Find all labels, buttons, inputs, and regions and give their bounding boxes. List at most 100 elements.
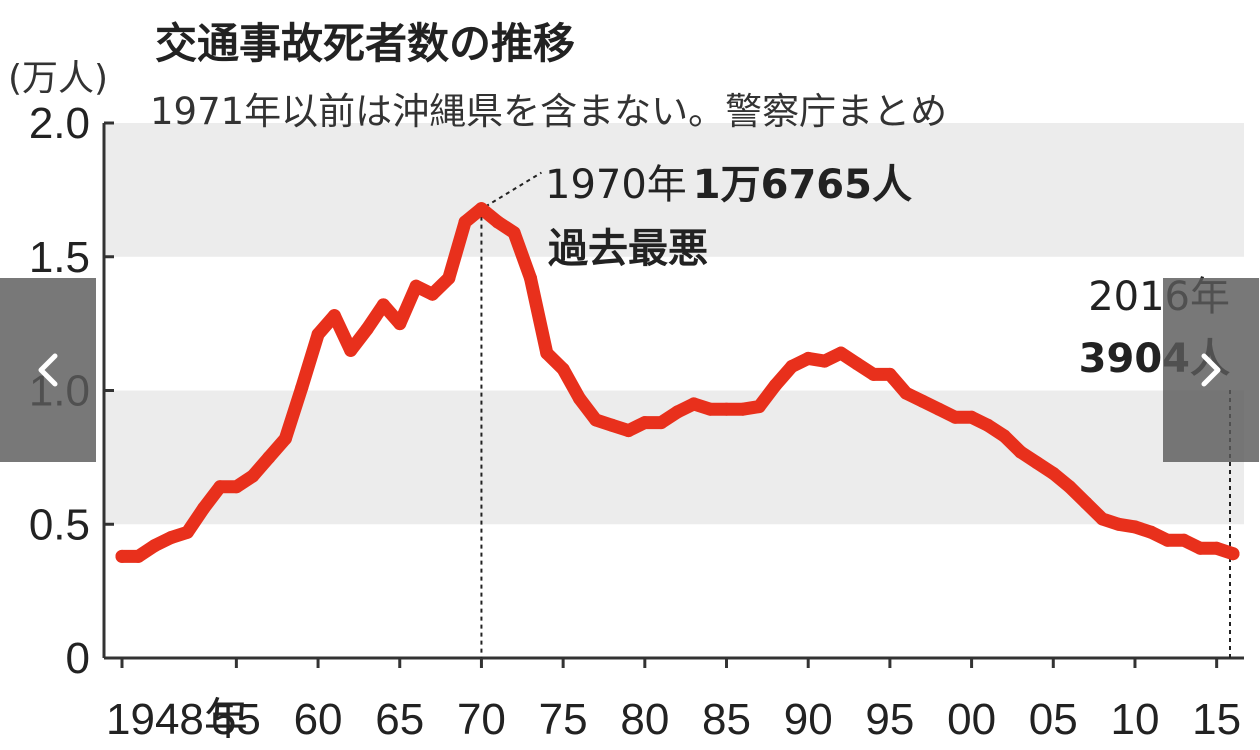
annotation-peak-year: 1970年 xyxy=(545,162,687,208)
data-point-1984 xyxy=(703,402,717,416)
data-point-1961 xyxy=(327,309,341,323)
data-point-1970 xyxy=(474,202,488,216)
data-point-1980 xyxy=(638,416,652,430)
data-point-1950 xyxy=(148,539,162,553)
x-tick-label: 15 xyxy=(1192,695,1241,744)
data-point-1979 xyxy=(622,424,635,438)
data-point-2002 xyxy=(997,429,1011,443)
data-point-1989 xyxy=(785,359,799,373)
data-point-1987 xyxy=(752,400,766,414)
data-point-2016 xyxy=(1226,547,1240,561)
peak-leader-line xyxy=(484,171,542,208)
data-point-1993 xyxy=(850,357,864,371)
data-point-1994 xyxy=(867,367,881,381)
data-point-2004 xyxy=(1030,456,1044,470)
data-point-2011 xyxy=(1144,525,1158,539)
y-axis-unit-label: (万人) xyxy=(8,58,108,99)
data-point-1977 xyxy=(589,413,603,427)
x-tick-label: 70 xyxy=(457,695,506,744)
data-point-1959 xyxy=(295,381,309,395)
data-point-2005 xyxy=(1046,466,1060,480)
prev-button[interactable] xyxy=(0,278,96,462)
data-point-2014 xyxy=(1193,541,1207,555)
annotation-peak-line1: 1970年 1万6765人 xyxy=(545,162,912,208)
y-tick-label: 2.0 xyxy=(29,99,90,148)
data-point-1953 xyxy=(197,501,211,515)
data-point-1954 xyxy=(213,480,227,494)
data-point-1981 xyxy=(654,416,668,430)
data-point-1949 xyxy=(131,549,145,563)
x-tick-label: 65 xyxy=(375,695,424,744)
x-tick-label: 1948年 xyxy=(106,695,248,744)
data-point-2007 xyxy=(1079,496,1093,510)
y-tick-label: 0 xyxy=(66,634,90,683)
annotation-peak-line2: 過去最悪 xyxy=(548,226,708,272)
x-tick-label: 90 xyxy=(784,695,833,744)
data-point-1969 xyxy=(458,215,472,229)
series-points xyxy=(115,202,1240,563)
data-point-1958 xyxy=(278,432,292,446)
x-tick-label: 75 xyxy=(539,695,588,744)
data-point-1986 xyxy=(736,402,750,416)
data-point-1963 xyxy=(360,322,374,336)
data-point-1973 xyxy=(524,271,537,285)
data-point-1978 xyxy=(605,418,619,432)
x-tick-label: 85 xyxy=(702,695,751,744)
next-button[interactable] xyxy=(1163,278,1259,462)
data-point-1967 xyxy=(425,287,439,301)
data-point-1966 xyxy=(409,279,423,293)
data-point-2000 xyxy=(965,410,979,424)
data-point-1985 xyxy=(720,402,733,416)
data-point-1988 xyxy=(769,378,782,392)
data-point-1975 xyxy=(556,362,570,376)
data-point-1964 xyxy=(376,298,390,312)
data-point-2008 xyxy=(1095,512,1109,526)
y-tick-label: 1.5 xyxy=(29,233,90,282)
data-point-1998 xyxy=(932,402,946,416)
data-point-1956 xyxy=(246,469,260,483)
data-point-1995 xyxy=(883,367,897,381)
x-tick-label: 60 xyxy=(294,695,343,744)
data-point-2010 xyxy=(1128,520,1142,534)
data-point-1965 xyxy=(393,317,407,331)
annotation-peak-value: 1万6765人 xyxy=(693,162,912,208)
x-tick-label: 95 xyxy=(865,695,914,744)
data-point-1948 xyxy=(115,549,129,563)
data-point-1983 xyxy=(687,397,701,411)
chart-subtitle: 1971年以前は沖縄県を含まない。警察庁まとめ xyxy=(150,90,947,133)
grid-band-2 xyxy=(104,123,1244,257)
data-point-2012 xyxy=(1161,533,1175,547)
data-point-1990 xyxy=(801,351,815,365)
data-point-1974 xyxy=(540,346,554,360)
data-point-1957 xyxy=(262,450,276,464)
data-point-1991 xyxy=(818,354,831,368)
data-point-2001 xyxy=(981,418,995,432)
x-tick-label: 00 xyxy=(947,695,996,744)
chart-title: 交通事故死者数の推移 xyxy=(155,19,575,68)
data-point-1962 xyxy=(344,343,358,357)
data-point-2013 xyxy=(1177,533,1191,547)
data-point-1996 xyxy=(899,386,913,400)
data-point-1952 xyxy=(180,525,194,539)
data-point-1968 xyxy=(442,271,456,285)
data-point-1951 xyxy=(164,531,178,545)
x-tick-label: 80 xyxy=(620,695,669,744)
data-point-1960 xyxy=(311,327,325,341)
data-point-1976 xyxy=(573,392,586,405)
data-point-2009 xyxy=(1112,517,1126,531)
x-tick-label: 10 xyxy=(1110,695,1159,744)
data-point-1997 xyxy=(916,394,930,408)
data-point-2003 xyxy=(1014,445,1028,459)
data-point-1992 xyxy=(834,346,848,360)
data-point-1999 xyxy=(948,410,962,424)
y-tick-label: 0.5 xyxy=(29,500,90,549)
x-tick-label: 05 xyxy=(1029,695,1078,744)
data-point-1955 xyxy=(229,480,243,494)
data-point-1982 xyxy=(671,405,684,419)
chevron-right-icon xyxy=(1201,353,1221,387)
chevron-left-icon xyxy=(38,353,58,387)
x-tick-label: 55 xyxy=(212,695,261,744)
data-point-1971 xyxy=(491,215,505,229)
